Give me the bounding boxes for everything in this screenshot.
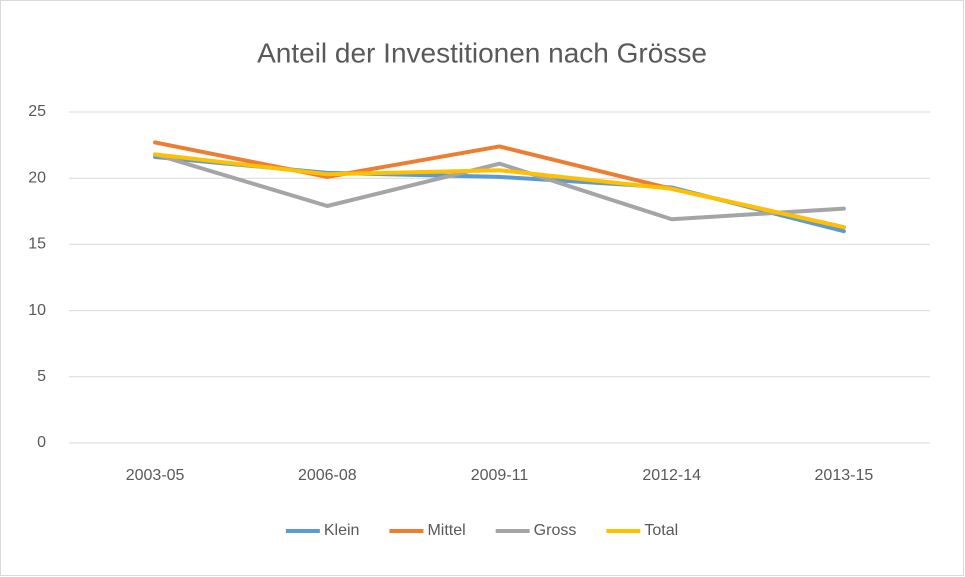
y-tick-label: 0	[37, 434, 46, 451]
legend-label: Klein	[324, 522, 360, 539]
x-tick-label: 2009-11	[471, 467, 529, 484]
series-line	[153, 152, 846, 230]
legend-label: Total	[644, 522, 678, 539]
x-tick-label: 2003-05	[126, 467, 185, 484]
x-tick-label: 2012-14	[642, 467, 701, 484]
legend-label: Gross	[534, 522, 577, 539]
series-line	[153, 152, 846, 222]
y-tick-label: 5	[37, 368, 46, 385]
x-tick-label: 2013-15	[815, 467, 874, 484]
y-tick-label: 25	[28, 103, 46, 120]
y-tick-label: 20	[28, 169, 46, 186]
chart-title: Anteil der Investitionen nach Grösse	[257, 37, 707, 68]
y-tick-label: 15	[28, 236, 46, 253]
y-tick-label: 10	[28, 302, 46, 319]
x-tick-label: 2006-08	[298, 467, 357, 484]
legend-label: Mittel	[427, 522, 465, 539]
